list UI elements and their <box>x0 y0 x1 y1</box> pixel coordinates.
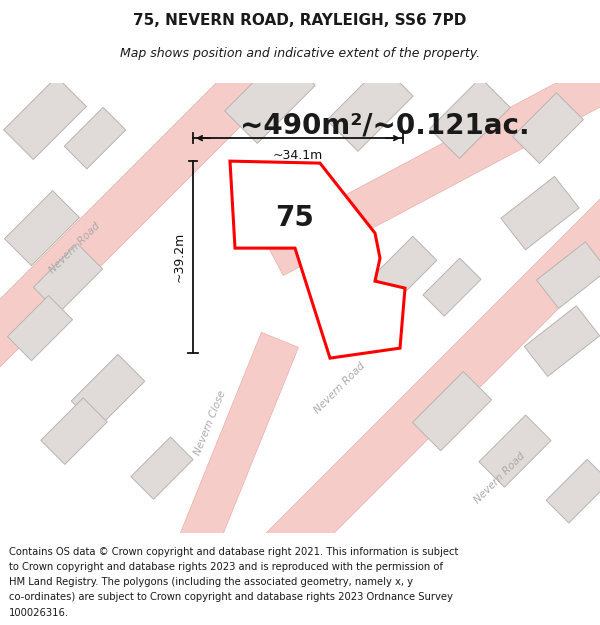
Polygon shape <box>5 191 79 266</box>
Text: Nevern Road: Nevern Road <box>47 221 103 276</box>
Polygon shape <box>512 92 583 164</box>
Text: ~39.2m: ~39.2m <box>173 232 185 282</box>
Polygon shape <box>215 188 600 618</box>
Polygon shape <box>0 0 345 418</box>
Polygon shape <box>327 65 413 151</box>
Polygon shape <box>263 51 600 276</box>
Polygon shape <box>71 354 145 428</box>
Polygon shape <box>479 415 551 487</box>
Polygon shape <box>230 161 405 358</box>
Text: Nevern Road: Nevern Road <box>473 451 527 506</box>
Polygon shape <box>423 258 481 316</box>
Polygon shape <box>546 459 600 523</box>
Text: Nevern Road: Nevern Road <box>313 361 367 416</box>
Text: to Crown copyright and database rights 2023 and is reproduced with the permissio: to Crown copyright and database rights 2… <box>9 562 443 572</box>
Text: Nevern Close: Nevern Close <box>193 389 227 457</box>
Polygon shape <box>7 296 73 361</box>
Text: 75: 75 <box>275 204 314 232</box>
Polygon shape <box>34 244 103 312</box>
Text: 75, NEVERN ROAD, RAYLEIGH, SS6 7PD: 75, NEVERN ROAD, RAYLEIGH, SS6 7PD <box>133 13 467 28</box>
Polygon shape <box>412 371 491 451</box>
Polygon shape <box>131 437 193 499</box>
Text: ~34.1m: ~34.1m <box>273 149 323 162</box>
Polygon shape <box>172 332 298 570</box>
Text: HM Land Registry. The polygons (including the associated geometry, namely x, y: HM Land Registry. The polygons (includin… <box>9 577 413 587</box>
Polygon shape <box>524 306 600 376</box>
Polygon shape <box>4 77 86 159</box>
Text: 100026316.: 100026316. <box>9 608 69 618</box>
Polygon shape <box>64 107 126 169</box>
Text: Map shows position and indicative extent of the property.: Map shows position and indicative extent… <box>120 47 480 59</box>
Polygon shape <box>225 53 315 143</box>
Polygon shape <box>501 176 579 250</box>
Text: co-ordinates) are subject to Crown copyright and database rights 2023 Ordnance S: co-ordinates) are subject to Crown copyr… <box>9 592 453 602</box>
Polygon shape <box>373 236 437 300</box>
Polygon shape <box>536 242 600 308</box>
Polygon shape <box>41 398 107 464</box>
Polygon shape <box>430 78 511 158</box>
Text: Contains OS data © Crown copyright and database right 2021. This information is : Contains OS data © Crown copyright and d… <box>9 547 458 557</box>
Text: ~490m²/~0.121ac.: ~490m²/~0.121ac. <box>240 111 530 139</box>
